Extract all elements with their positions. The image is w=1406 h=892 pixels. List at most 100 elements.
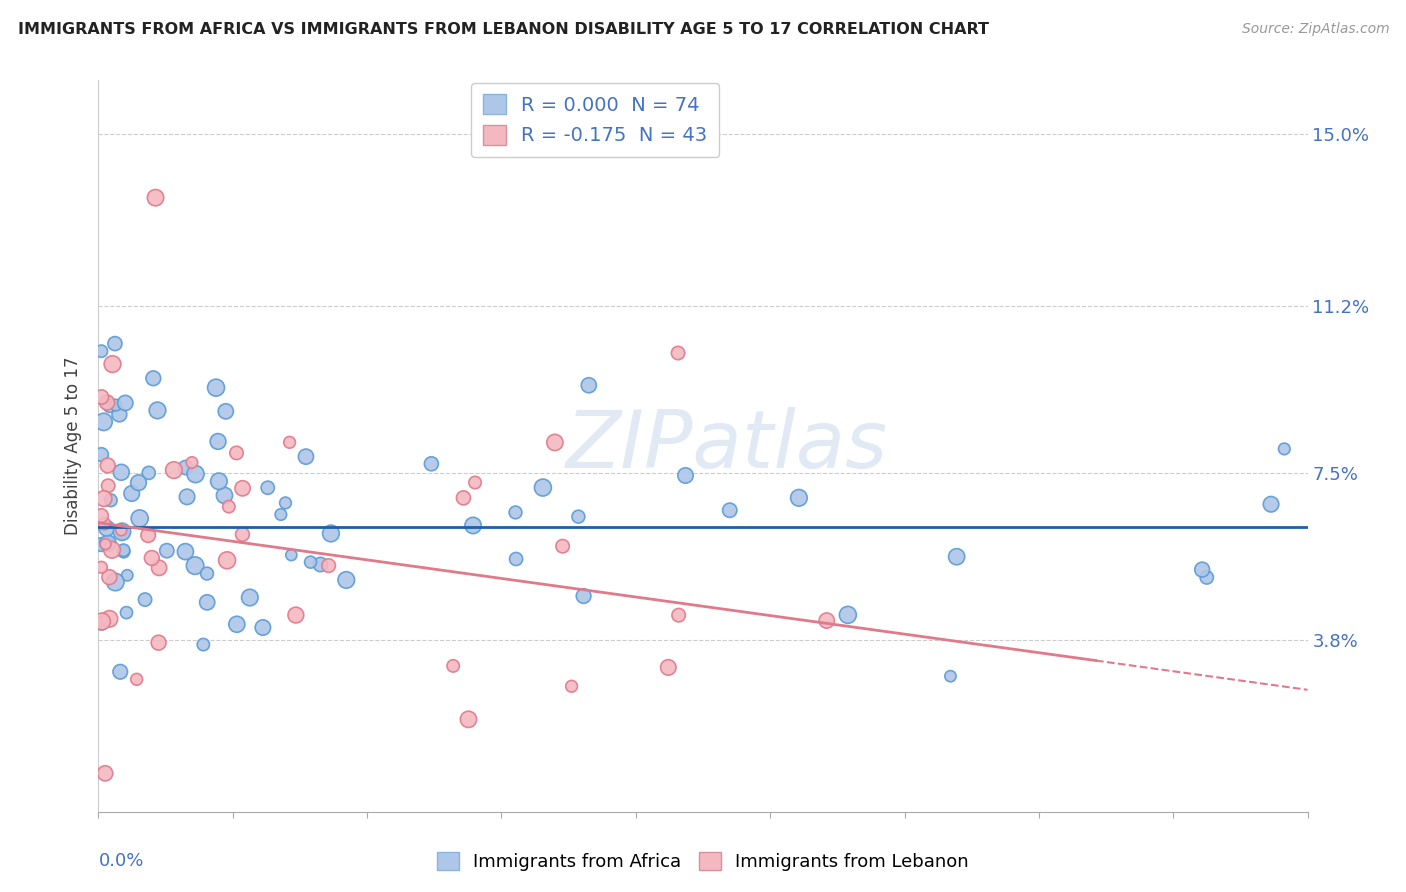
Point: [93, 415, 115, 429]
Point: [110, 523, 132, 537]
Point: [837, 607, 859, 622]
Point: [232, 481, 254, 495]
Point: [270, 508, 292, 522]
Point: [551, 539, 574, 553]
Point: [215, 404, 238, 418]
Point: [464, 475, 486, 490]
Point: [90, 448, 112, 462]
Point: [299, 555, 322, 569]
Y-axis label: Disability Age 5 to 17: Disability Age 5 to 17: [65, 357, 83, 535]
Point: [112, 544, 135, 558]
Point: [134, 592, 156, 607]
Point: [184, 558, 207, 573]
Point: [453, 491, 475, 505]
Point: [657, 660, 679, 674]
Point: [505, 552, 527, 566]
Point: [561, 679, 583, 693]
Point: [94, 537, 117, 551]
Point: [184, 467, 207, 481]
Point: [98, 570, 121, 584]
Point: [231, 527, 253, 541]
Point: [97, 458, 120, 473]
Point: [104, 336, 127, 351]
Point: [1195, 570, 1218, 584]
Point: [441, 659, 464, 673]
Point: [104, 574, 127, 589]
Point: [531, 481, 554, 495]
Point: [461, 518, 484, 533]
Point: [544, 435, 567, 450]
Point: [180, 456, 202, 470]
Point: [112, 543, 135, 558]
Point: [163, 463, 186, 477]
Point: [252, 620, 274, 634]
Point: [128, 511, 150, 525]
Point: [176, 490, 198, 504]
Point: [284, 608, 307, 623]
Point: [90, 537, 112, 551]
Point: [675, 468, 697, 483]
Point: [1191, 563, 1213, 577]
Legend: Immigrants from Africa, Immigrants from Lebanon: Immigrants from Africa, Immigrants from …: [430, 845, 976, 879]
Point: [128, 475, 150, 490]
Point: [156, 543, 179, 558]
Point: [420, 457, 443, 471]
Point: [505, 505, 527, 519]
Point: [1260, 497, 1282, 511]
Point: [141, 551, 163, 566]
Point: [97, 479, 120, 493]
Point: [215, 553, 238, 567]
Point: [136, 528, 159, 542]
Point: [90, 390, 112, 404]
Point: [108, 408, 131, 422]
Point: [218, 500, 240, 514]
Point: [90, 508, 112, 523]
Point: [256, 481, 278, 495]
Point: [718, 503, 741, 517]
Legend: R = 0.000  N = 74, R = -0.175  N = 43: R = 0.000 N = 74, R = -0.175 N = 43: [471, 83, 720, 157]
Point: [1272, 442, 1295, 456]
Point: [239, 591, 262, 605]
Point: [98, 399, 121, 413]
Point: [121, 486, 143, 500]
Point: [174, 544, 197, 558]
Point: [111, 526, 134, 541]
Point: [96, 395, 118, 409]
Point: [205, 381, 228, 395]
Point: [280, 548, 302, 562]
Point: [93, 516, 115, 531]
Point: [115, 606, 138, 620]
Point: [138, 466, 160, 480]
Point: [207, 434, 229, 449]
Point: [274, 496, 297, 510]
Point: [208, 475, 231, 489]
Point: [96, 536, 118, 550]
Point: [94, 766, 117, 780]
Point: [114, 396, 136, 410]
Point: [309, 558, 332, 572]
Point: [195, 566, 218, 581]
Point: [97, 536, 120, 550]
Point: [110, 665, 132, 679]
Point: [666, 346, 689, 360]
Point: [578, 378, 600, 392]
Point: [278, 435, 301, 450]
Point: [100, 493, 122, 508]
Point: [193, 638, 215, 652]
Point: [142, 371, 165, 385]
Point: [815, 614, 838, 628]
Point: [214, 488, 236, 502]
Point: [93, 491, 115, 506]
Point: [319, 526, 342, 541]
Point: [318, 558, 340, 573]
Point: [111, 524, 134, 539]
Point: [939, 669, 962, 683]
Point: [945, 549, 967, 564]
Point: [174, 460, 197, 475]
Point: [668, 608, 690, 623]
Text: Source: ZipAtlas.com: Source: ZipAtlas.com: [1241, 22, 1389, 37]
Text: 0.0%: 0.0%: [98, 852, 143, 870]
Point: [457, 712, 479, 726]
Point: [125, 673, 148, 687]
Point: [90, 344, 112, 359]
